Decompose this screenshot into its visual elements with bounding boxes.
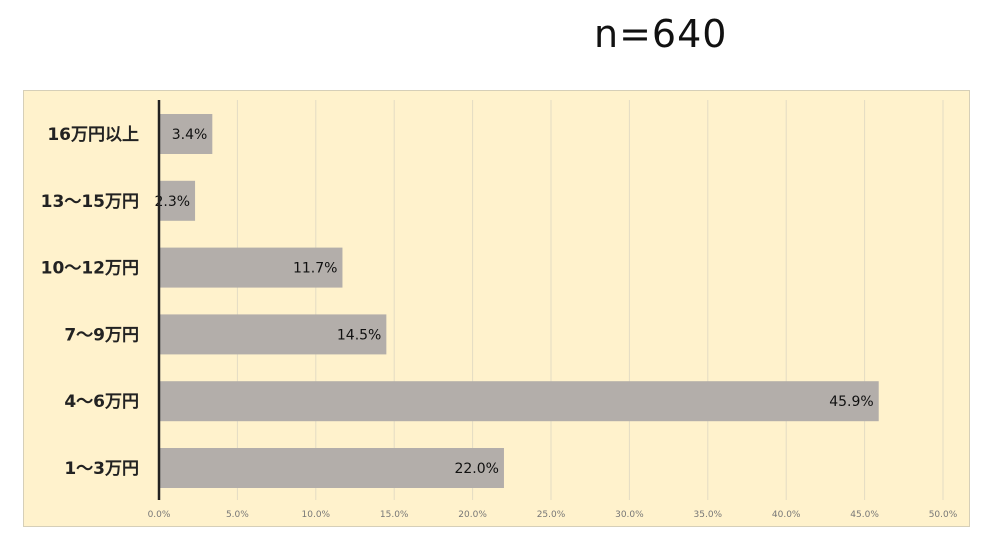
x-tick-label: 50.0% — [929, 510, 958, 520]
category-label: 16万円以上 — [47, 125, 139, 145]
x-tick-label: 40.0% — [772, 510, 801, 520]
x-tick-label: 45.0% — [850, 510, 879, 520]
category-label: 10〜12万円 — [41, 259, 139, 279]
bar — [159, 448, 504, 488]
x-tick-label: 25.0% — [537, 510, 566, 520]
category-label: 13〜15万円 — [41, 192, 139, 212]
bar — [159, 247, 343, 288]
x-tick-label: 10.0% — [302, 510, 331, 520]
data-label: 2.3% — [154, 194, 190, 210]
x-tick-label: 35.0% — [694, 510, 723, 520]
data-label: 22.0% — [454, 461, 498, 477]
data-label: 45.9% — [829, 394, 873, 410]
x-tick-label: 20.0% — [458, 510, 487, 520]
data-label: 11.7% — [293, 261, 337, 277]
x-tick-label: 0.0% — [148, 510, 171, 520]
category-label: 1〜3万円 — [64, 459, 139, 479]
x-tick-label: 5.0% — [226, 510, 249, 520]
sample-size-label: n=640 — [594, 12, 728, 56]
bar — [159, 180, 196, 221]
data-label: 14.5% — [337, 327, 381, 343]
category-label: 4〜6万円 — [64, 392, 139, 412]
bar — [159, 381, 879, 422]
data-label: 3.4% — [172, 127, 208, 143]
bar — [159, 114, 213, 154]
category-label: 7〜9万円 — [64, 325, 139, 345]
x-tick-label: 30.0% — [615, 510, 644, 520]
bar — [159, 314, 387, 355]
x-tick-label: 15.0% — [380, 510, 409, 520]
